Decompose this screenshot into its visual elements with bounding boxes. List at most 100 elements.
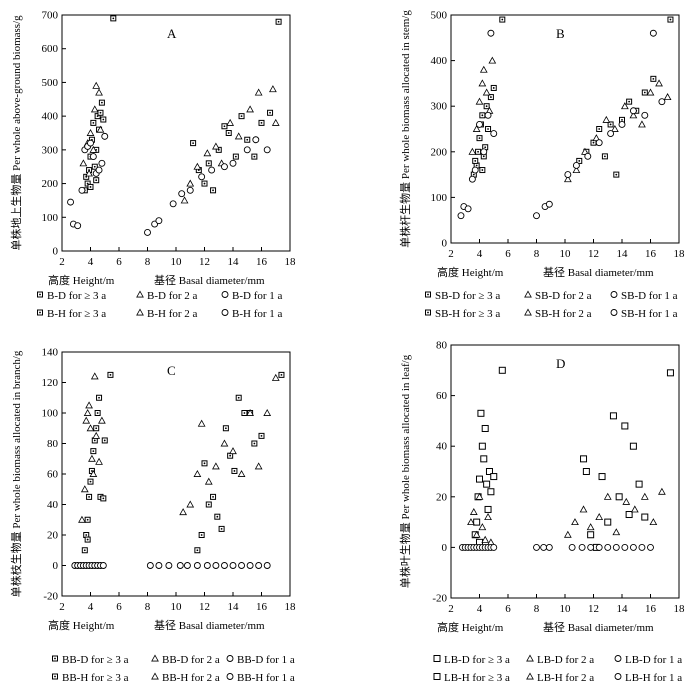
chart-panel-c: -20 0 20 40 60 80 100 120 140 2 4 6 8 10 12 14 16 18 C 单株枝生…: [9, 347, 296, 685]
y-tick-label: 60: [47, 469, 59, 481]
marker-sq-dot-point: [81, 547, 88, 554]
marker-square-center: [98, 396, 100, 399]
marker-sq-dot-point: [52, 673, 58, 680]
marker-triangle: [475, 492, 484, 500]
marker-tri-point: [563, 530, 572, 538]
marker-circle: [87, 139, 94, 147]
marker-circ-point: [263, 562, 271, 569]
marker-sq-dot-point: [201, 180, 208, 187]
marker-sq-dot-point: [110, 15, 117, 22]
legend-label: SB-H for 1 a: [621, 308, 678, 320]
x-tick-label: 4: [88, 256, 94, 268]
marker-circle: [607, 130, 615, 138]
x-axis-title-diameter: 基径 Basal diameter/mm: [154, 619, 265, 632]
marker-triangle: [472, 530, 481, 538]
series-bb-h-for-1-a: [71, 562, 107, 569]
panel-label: B: [556, 26, 565, 41]
x-tick-label: 18: [674, 603, 686, 615]
marker-square: [480, 455, 488, 463]
marker-sq-dot-point: [275, 18, 282, 25]
marker-tri-point: [622, 497, 631, 505]
marker-square-center: [99, 111, 102, 114]
marker-sq-dot-point: [218, 525, 225, 532]
marker-circle: [226, 673, 234, 680]
marker-sq-dot-point: [650, 75, 657, 82]
marker-tri-point: [475, 97, 484, 105]
marker-triangle: [82, 416, 91, 424]
marker-tri-point: [246, 408, 254, 416]
marker-sq-open-point: [609, 412, 617, 420]
marker-square: [484, 505, 492, 513]
marker-circle: [203, 562, 211, 569]
marker-triangle: [263, 408, 272, 416]
marker-circle: [533, 212, 540, 220]
x-tick-label: 4: [477, 603, 483, 615]
marker-triangle: [197, 419, 206, 427]
marker-triangle: [649, 518, 658, 526]
marker-triangle: [226, 118, 235, 126]
marker-tri-point: [468, 147, 477, 155]
marker-tri-point: [581, 147, 589, 155]
marker-sq-dot-point: [96, 394, 103, 401]
marker-square-center: [233, 470, 236, 472]
x-tick-label: 10: [171, 256, 183, 268]
marker-triangle: [271, 373, 280, 381]
marker-square-center: [484, 146, 487, 149]
marker-triangle: [254, 462, 263, 470]
marker-square: [604, 518, 612, 526]
y-tick-label: 300: [431, 101, 448, 113]
marker-sq-dot-point: [241, 410, 248, 416]
marker-sq-open-point: [433, 655, 441, 662]
marker-square-center: [482, 155, 485, 158]
marker-square: [580, 455, 588, 463]
marker-circle: [89, 153, 97, 161]
legend-label: LB-D for 2 a: [537, 654, 594, 666]
marker-tri-point: [95, 457, 103, 465]
marker-tri-point: [571, 518, 579, 526]
marker-circle: [183, 562, 191, 569]
marker-circle: [98, 159, 106, 167]
plot-frame: [450, 344, 680, 599]
marker-triangle: [640, 492, 649, 500]
marker-sq-dot-point: [91, 163, 98, 170]
marker-square-center: [260, 121, 263, 124]
x-tick-label: 4: [88, 601, 94, 613]
marker-sq-dot-point: [278, 371, 285, 378]
marker-circ-point: [226, 655, 234, 662]
marker-tri-point: [203, 149, 212, 157]
marker-sq-open-point: [476, 475, 483, 483]
marker-square-center: [112, 17, 115, 20]
marker-tri-point: [79, 159, 88, 167]
marker-circle: [220, 562, 228, 569]
marker-square-center: [93, 439, 96, 442]
legend-label: B-H for ≥ 3 a: [47, 308, 106, 320]
y-tick-label: 200: [431, 146, 448, 158]
marker-circle: [649, 29, 657, 37]
marker-triangle: [83, 408, 92, 416]
marker-circ-point: [78, 186, 86, 194]
marker-sq-dot-point: [601, 153, 608, 160]
marker-circ-point: [610, 291, 618, 298]
marker-circ-point: [146, 562, 154, 569]
marker-square-center: [207, 503, 210, 506]
marker-tri-point: [151, 654, 159, 662]
marker-square-center: [203, 182, 206, 185]
legend: B-D for ≥ 3 a B-D for 2 a B-D for 1 a B-H f…: [37, 290, 283, 320]
marker-triangle: [186, 179, 195, 187]
marker-square-center: [490, 96, 492, 98]
marker-square-center: [39, 311, 41, 314]
x-axis-title-height: 高度 Height/m: [437, 265, 504, 279]
marker-circ-point: [476, 120, 483, 128]
marker-square-center: [216, 515, 219, 518]
marker-circle: [186, 186, 194, 194]
marker-square: [485, 468, 493, 475]
marker-square-center: [427, 293, 429, 296]
marker-tri-point: [90, 105, 99, 113]
marker-tri-point: [479, 65, 488, 73]
marker-circ-point: [220, 163, 228, 171]
marker-triangle: [203, 149, 212, 157]
marker-tri-point: [467, 518, 475, 526]
marker-triangle: [151, 654, 159, 662]
marker-tri-point: [78, 515, 86, 523]
